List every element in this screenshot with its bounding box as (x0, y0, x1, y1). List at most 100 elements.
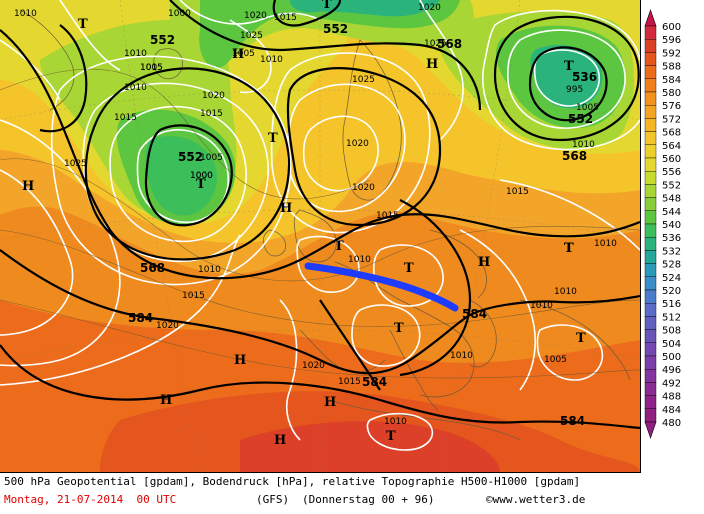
pressure-center: H (274, 433, 286, 448)
pressure-label: 1015 (376, 211, 399, 221)
scale-swatch (644, 382, 657, 396)
weather-map: 552 552 552 552 536 568 568 568 584 584 … (0, 0, 641, 473)
pressure-label: 1015 (140, 63, 163, 73)
scale-label: 520 (662, 286, 681, 297)
color-scale-labels: 600 596 592 588 584 580 576 572 568 564 560 556 552 5… (662, 22, 681, 429)
geopotential-contours (0, 0, 640, 430)
scale-label: 492 (662, 378, 681, 389)
pressure-label: 1025 (352, 75, 375, 85)
coast-british-isles (293, 209, 337, 263)
pressure-label: 1005 (140, 63, 163, 73)
pressure-label: 1025 (240, 31, 263, 41)
scale-label: 556 (662, 167, 681, 178)
scale-label: 532 (662, 246, 681, 257)
geopot-label: 568 (562, 149, 587, 163)
geopot-label: 584 (128, 311, 153, 325)
pressure-center: T (268, 131, 278, 146)
scale-label: 596 (662, 35, 681, 46)
scale-swatch (644, 118, 657, 132)
scale-label: 504 (662, 339, 681, 350)
fill-band-588 (240, 421, 500, 472)
pressure-label: 1025 (424, 39, 447, 49)
pressure-label: 1005 (576, 103, 599, 113)
scale-swatch (644, 395, 657, 410)
pressure-label: 1015 (506, 187, 529, 197)
scale-label: 552 (662, 180, 681, 191)
scale-label: 484 (662, 405, 681, 416)
scale-swatch (644, 369, 657, 383)
geopot-label: 584 (462, 307, 487, 321)
scale-label: 548 (662, 194, 681, 205)
pressure-label: 1000 (190, 171, 213, 181)
pressure-label: 1015 (200, 109, 223, 119)
coast-ireland (262, 229, 287, 257)
pressure-center: H (234, 353, 246, 368)
scale-swatch (644, 131, 657, 146)
pressure-label: 1010 (198, 265, 221, 275)
geopot-label: 568 (140, 261, 165, 275)
coast-greenland (19, 9, 75, 111)
isobar-iberia (279, 299, 301, 441)
pressure-label: 995 (566, 85, 583, 95)
scale-label: 568 (662, 128, 681, 139)
scale-label: 496 (662, 365, 681, 376)
pressure-center: H (478, 255, 490, 270)
isobar-low-west-4 (50, 55, 292, 286)
scale-swatch (644, 316, 657, 330)
geopot-label: 552 (178, 150, 203, 164)
pressure-center: H (426, 57, 438, 72)
pressure-label: 1015 (338, 377, 361, 387)
scale-swatch (644, 329, 657, 344)
pressure-label: 1025 (64, 159, 87, 169)
scale-label: 584 (662, 75, 681, 86)
pressure-label: 1005 (232, 49, 255, 59)
scale-swatch (644, 263, 657, 278)
pressure-centers: T T H H T T H T T H T T T H H H T (22, 0, 586, 448)
scale-swatch (644, 408, 657, 423)
scale-swatch (644, 184, 657, 198)
pressure-center: T (196, 177, 206, 192)
contour-568-scandi (286, 67, 442, 227)
pressure-label: 1010 (572, 140, 595, 150)
contour-552-greenland (39, 24, 88, 133)
isobar-low-east-1 (533, 49, 601, 107)
contour-576-trough (399, 199, 472, 377)
scale-label: 524 (662, 273, 681, 284)
scale-swatch (644, 355, 657, 370)
pressure-center: H (22, 179, 34, 194)
scale-swatch (644, 39, 657, 53)
pressure-label: 1015 (114, 113, 137, 123)
pressure-center: H (280, 201, 292, 216)
pressure-label: 1010 (384, 417, 407, 427)
fill-low-east-core (530, 45, 603, 109)
isobar-azores-3 (0, 234, 241, 386)
scale-swatch (644, 25, 657, 40)
pressure-label: 1020 (202, 91, 225, 101)
isobar-low-west-2 (109, 105, 247, 243)
isobar-low-east-2 (507, 29, 626, 129)
scale-swatch (644, 170, 657, 185)
scale-label: 592 (662, 48, 681, 59)
scale-label: 564 (662, 141, 681, 152)
scale-swatch (644, 303, 657, 317)
coast-scandinavia (342, 39, 402, 201)
scale-swatch (644, 276, 657, 291)
map-footer: 500 hPa Geopotential [gpdam], Bodendruck… (0, 472, 640, 514)
pressure-center: T (78, 17, 88, 32)
scale-swatch (644, 342, 657, 357)
geopot-label: 552 (323, 22, 348, 36)
geopot-label: 552 (150, 33, 175, 47)
contour-576 (0, 249, 640, 375)
coast-continent (334, 261, 475, 398)
scale-swatch (644, 289, 657, 304)
footer-description: 500 hPa Geopotential [gpdam], Bodendruck… (4, 475, 581, 488)
fill-low-west-core (145, 136, 218, 216)
pressure-center: H (324, 395, 336, 410)
scale-swatch (644, 144, 657, 159)
pressure-label: 1020 (156, 321, 179, 331)
contour-580-south (319, 299, 381, 391)
isobar-low-east-3 (482, 9, 640, 151)
pressure-center: T (334, 239, 344, 254)
pressure-label: 1020 (244, 11, 267, 21)
footer-model: (GFS) (256, 493, 290, 506)
